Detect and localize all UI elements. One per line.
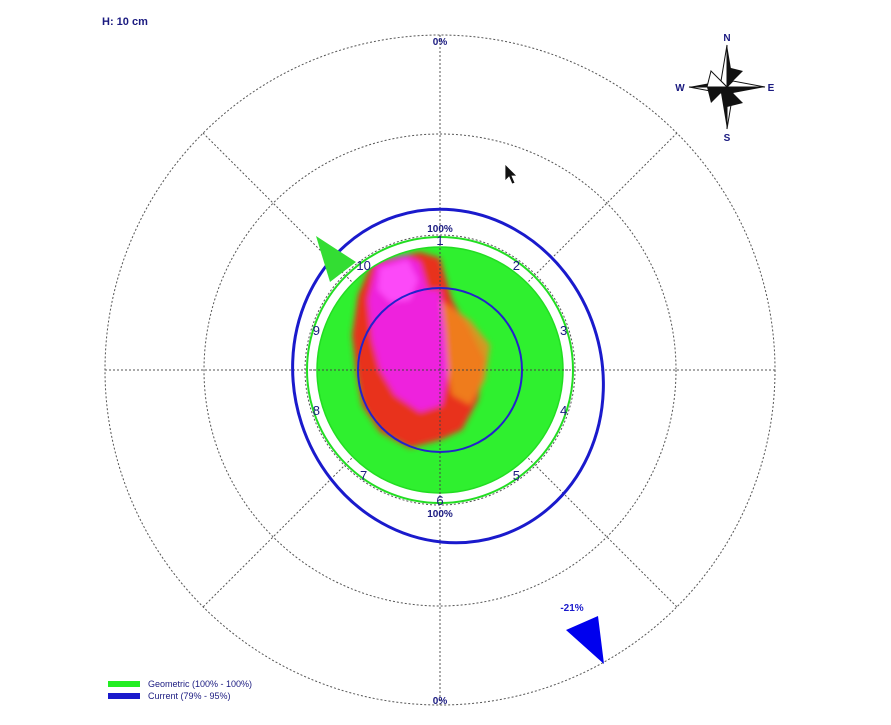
sector-number-8: 8 [313,403,320,418]
compass-needle-south [721,87,727,129]
compass-label-south: S [724,133,731,144]
green-arrow-indicator [316,236,356,282]
compass-label-west: W [675,83,685,94]
inner-label-bottom: 100% [427,509,453,520]
heat-region-magenta-light [378,260,418,302]
heat-region-orange [440,300,490,405]
green-contour-outer [306,236,574,504]
legend-swatch-geometric [108,681,140,687]
sector-number-10: 10 [356,258,370,273]
height-label: H: 10 cm [102,16,148,28]
legend-label-geometric: Geometric (100% - 100%) [148,679,253,689]
legend-item-geometric: Geometric (100% - 100%) [108,678,252,690]
legend-swatch-current [108,693,140,699]
compass-rose: N S E W [675,33,774,144]
sector-number-1: 1 [436,233,443,248]
sector-number-3: 3 [560,323,567,338]
sector-numbers: 1 2 3 4 5 6 7 8 9 10 [313,233,567,508]
blue-arrow-indicator [566,616,604,664]
inner-label-top: 100% [427,224,453,235]
grid-circle-mid [203,133,677,607]
compass-label-north: N [723,33,730,44]
legend-item-current: Current (79% - 95%) [108,690,252,702]
sector-number-5: 5 [513,468,520,483]
blue-arrow-label: -21% [560,603,583,614]
sector-number-7: 7 [360,468,367,483]
sector-number-2: 2 [513,258,520,273]
sector-number-4: 4 [560,403,567,418]
mouse-cursor-icon [504,163,518,185]
compass-needle-east [727,87,765,93]
sector-number-9: 9 [313,323,320,338]
polar-grid [104,34,776,706]
legend-label-current: Current (79% - 95%) [148,691,231,701]
sector-number-6: 6 [436,493,443,508]
compass-label-east: E [768,83,775,94]
outer-label-top: 0% [433,37,448,48]
outer-label-bottom: 0% [433,696,448,707]
legend: Geometric (100% - 100%) Current (79% - 9… [108,678,252,702]
blue-contour-outer [291,207,605,545]
